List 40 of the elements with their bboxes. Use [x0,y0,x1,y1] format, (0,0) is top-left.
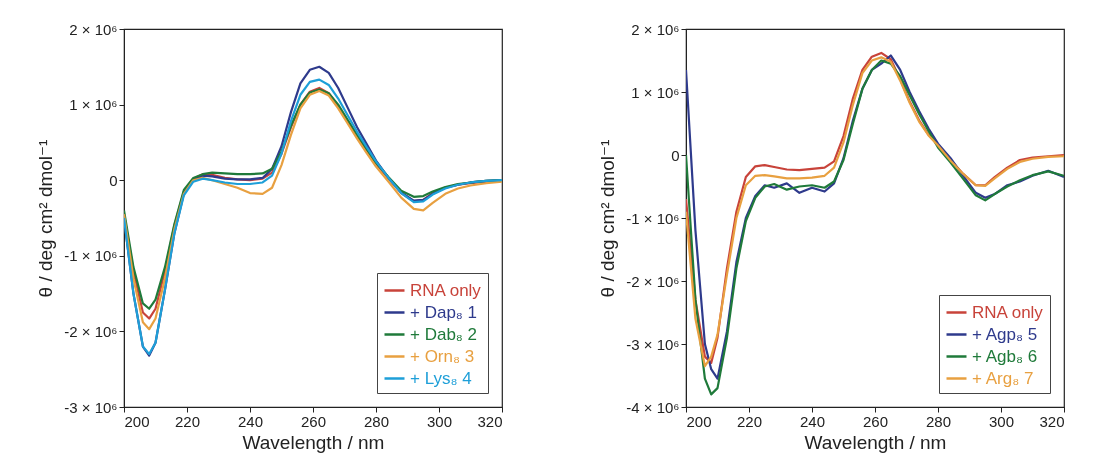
y-tick-label: 1 × 10⁶ [69,96,118,114]
x-tick-label: 300 [988,412,1015,430]
x-tick-label: 220 [174,412,201,430]
legend-label: + Arg₈ 7 [972,368,1034,388]
x-tick-label: 240 [237,412,264,430]
y-tick-label: -4 × 10⁶ [626,398,680,416]
legend-label: RNA only [972,302,1044,322]
legend-label: + Agb₈ 6 [972,346,1038,366]
legend-label: + Dab₈ 2 [410,324,478,344]
y-tick-label: 0 [671,146,680,164]
y-tick-label: -2 × 10⁶ [626,272,680,290]
x-axis-title: Wavelength / nm [242,431,385,453]
legend-label: + Dap₈ 1 [410,302,478,322]
y-tick-label: -1 × 10⁶ [64,247,118,265]
x-tick-label: 240 [799,412,826,430]
x-tick-label: 320 [477,412,503,430]
y-tick-label: -3 × 10⁶ [626,335,680,353]
x-tick-label: 220 [736,412,763,430]
legend-label: + Orn₈ 3 [410,346,475,366]
y-tick-label: 2 × 10⁶ [69,20,118,38]
y-axis-title: θ / deg cm² dmol⁻¹ [597,139,619,298]
x-tick-label: 260 [300,412,327,430]
y-axis-title: θ / deg cm² dmol⁻¹ [35,139,57,298]
y-tick-label: 0 [109,171,118,189]
y-tick-label: -1 × 10⁶ [626,209,680,227]
legend-label: + Agp₈ 5 [972,324,1038,344]
y-tick-label: -3 × 10⁶ [64,398,118,416]
x-tick-label: 280 [925,412,952,430]
y-tick-label: 2 × 10⁶ [631,20,680,38]
y-tick-label: 1 × 10⁶ [631,83,680,101]
x-tick-label: 320 [1039,412,1065,430]
x-tick-label: 200 [124,412,150,430]
x-tick-label: 300 [426,412,453,430]
x-tick-label: 200 [686,412,712,430]
y-tick-label: -2 × 10⁶ [64,322,118,340]
x-tick-label: 280 [363,412,390,430]
legend-label: RNA only [410,280,482,300]
legend-label: + Lys₈ 4 [410,368,472,388]
x-tick-label: 260 [862,412,889,430]
x-axis-title: Wavelength / nm [804,431,947,453]
